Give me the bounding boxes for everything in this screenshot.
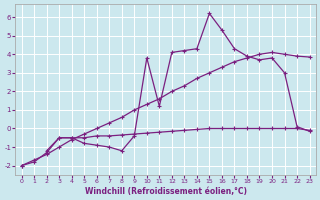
X-axis label: Windchill (Refroidissement éolien,°C): Windchill (Refroidissement éolien,°C) bbox=[84, 187, 247, 196]
